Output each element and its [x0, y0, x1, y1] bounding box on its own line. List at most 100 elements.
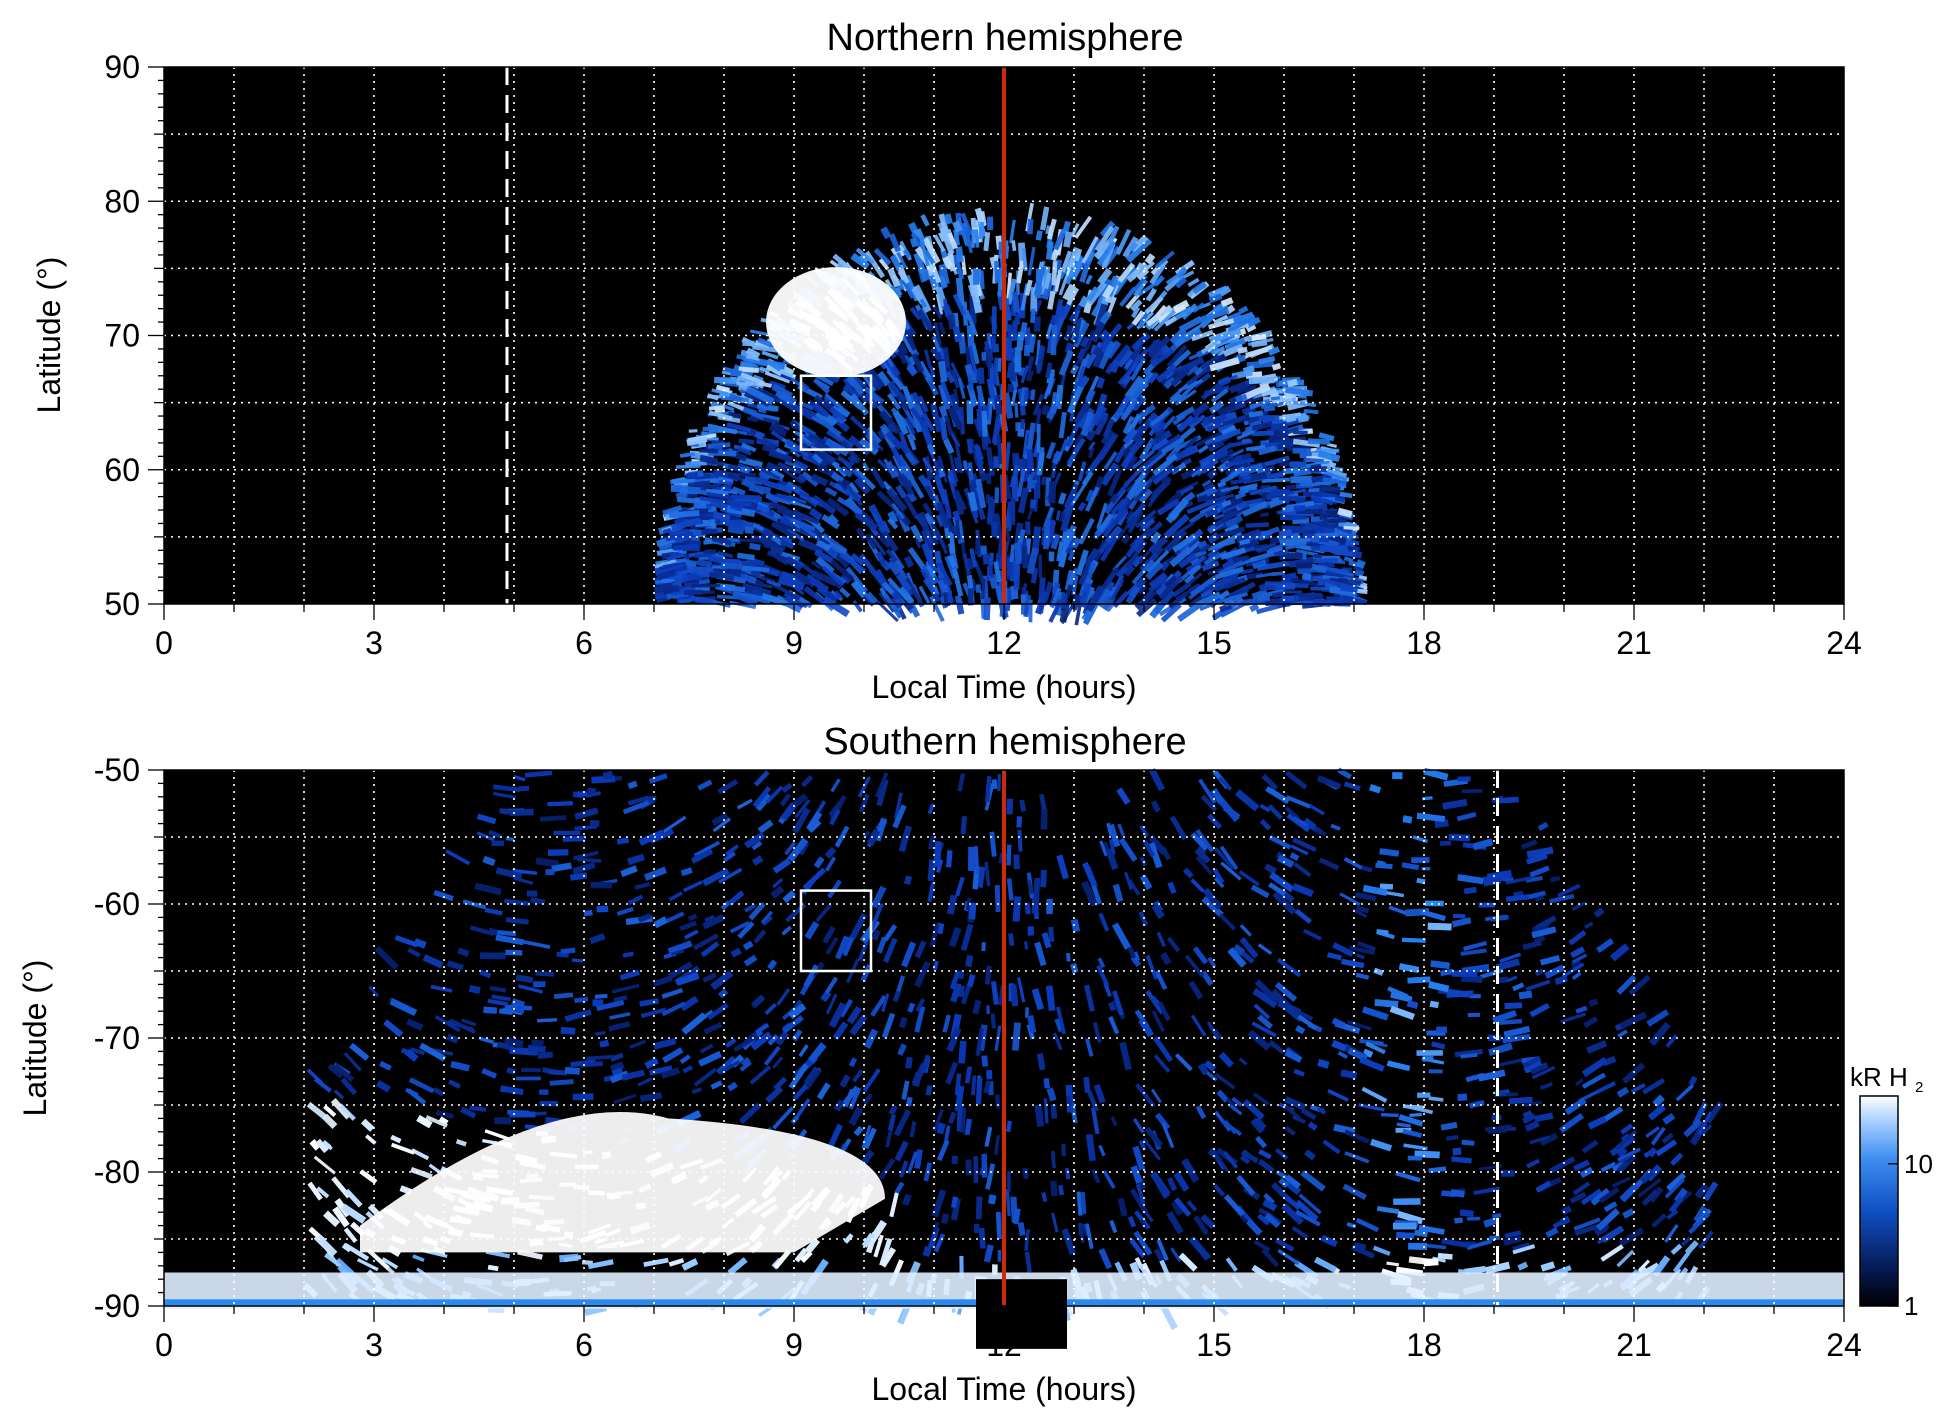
emission-streak [699, 528, 718, 535]
emission-streak [1077, 501, 1087, 512]
emission-streak [1112, 555, 1128, 572]
emission-streak [969, 548, 978, 568]
emission-streak [1007, 1170, 1011, 1193]
emission-streak [1436, 1026, 1448, 1034]
emission-streak [971, 229, 975, 248]
emission-streak [801, 471, 820, 487]
emission-streak [1329, 510, 1341, 518]
emission-streak [1411, 857, 1430, 863]
emission-streak [981, 1055, 989, 1067]
emission-streak [973, 1223, 980, 1234]
emission-streak [1205, 493, 1235, 504]
emission-streak [973, 1156, 979, 1184]
emission-streak [661, 578, 672, 583]
bright-auroral-patch [766, 267, 906, 378]
emission-streak [516, 1076, 541, 1081]
emission-streak [938, 321, 947, 336]
emission-streak [1184, 573, 1195, 584]
emission-streak [1393, 1198, 1421, 1205]
emission-streak [815, 411, 836, 427]
emission-streak [907, 547, 928, 573]
emission-streak [1240, 568, 1254, 575]
emission-streak [717, 550, 734, 559]
emission-streak [1041, 476, 1047, 486]
emission-streak [938, 416, 948, 441]
emission-streak [1466, 1216, 1481, 1221]
emission-streak [934, 550, 942, 564]
emission-layer [654, 202, 1368, 626]
emission-streak [729, 600, 756, 610]
emission-streak [1014, 542, 1022, 564]
emission-streak [1200, 589, 1213, 599]
emission-streak [1251, 588, 1268, 600]
emission-streak [1131, 306, 1141, 319]
emission-streak [815, 556, 835, 575]
x-tick-label: 24 [1826, 625, 1862, 661]
emission-streak [929, 595, 945, 622]
emission-streak [967, 462, 975, 485]
emission-streak [1105, 296, 1117, 317]
emission-streak [1209, 345, 1220, 356]
emission-streak [1025, 202, 1034, 232]
emission-streak [1122, 415, 1136, 435]
emission-streak [1160, 602, 1182, 623]
emission-streak [974, 536, 981, 555]
emission-streak [828, 513, 839, 525]
emission-streak [1299, 480, 1312, 487]
emission-streak [683, 589, 703, 595]
emission-streak [1174, 389, 1197, 406]
emission-streak [1239, 483, 1258, 491]
emission-streak [1097, 340, 1117, 370]
emission-streak [812, 448, 835, 467]
emission-streak [1036, 423, 1041, 453]
emission-streak [1088, 441, 1096, 451]
emission-streak [750, 569, 761, 578]
emission-streak [1151, 437, 1169, 452]
emission-streak [1416, 1050, 1443, 1056]
emission-streak [987, 348, 992, 369]
emission-streak [824, 486, 838, 497]
emission-streak [1025, 369, 1035, 382]
emission-streak [733, 444, 751, 452]
emission-streak [1293, 504, 1306, 512]
emission-streak [1222, 343, 1244, 357]
emission-streak [909, 306, 922, 321]
emission-streak [978, 221, 985, 240]
emission-streak [1020, 419, 1025, 429]
emission-streak [1135, 509, 1157, 529]
emission-streak [845, 566, 868, 593]
emission-streak [981, 410, 988, 437]
emission-streak [727, 464, 742, 472]
emission-streak [1201, 560, 1220, 572]
emission-streak [938, 383, 951, 410]
emission-streak [833, 550, 850, 569]
emission-streak [1077, 574, 1089, 602]
emission-streak [1264, 455, 1290, 467]
emission-streak [1048, 481, 1057, 504]
x-tick-label: 18 [1406, 625, 1442, 661]
emission-streak [1208, 400, 1225, 415]
emission-streak [1085, 428, 1097, 442]
emission-streak [947, 252, 956, 272]
emission-streak [986, 1005, 990, 1015]
emission-streak [1281, 572, 1297, 582]
x-tick-label: 12 [986, 625, 1022, 661]
emission-streak [994, 487, 1000, 504]
emission-streak [1461, 789, 1483, 793]
emission-streak [1307, 438, 1330, 445]
emission-streak [1004, 337, 1013, 361]
emission-streak [1040, 809, 1048, 830]
emission-streak [1070, 536, 1082, 549]
emission-streak [921, 529, 935, 555]
emission-streak [1088, 447, 1095, 459]
emission-streak [909, 237, 918, 248]
emission-streak [1270, 423, 1289, 431]
emission-streak [903, 328, 917, 352]
emission-streak [756, 403, 779, 412]
emission-streak [1050, 1180, 1058, 1197]
emission-streak [980, 545, 987, 556]
emission-streak [982, 553, 990, 565]
emission-streak [1015, 422, 1019, 432]
emission-streak [1039, 206, 1050, 231]
emission-streak [1220, 297, 1234, 308]
